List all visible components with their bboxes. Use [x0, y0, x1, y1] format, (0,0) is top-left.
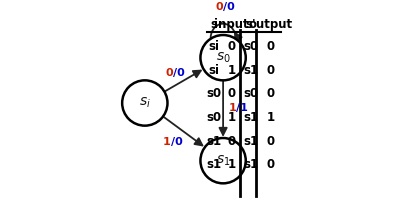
Text: 1: 1	[266, 111, 275, 124]
Text: si: si	[208, 63, 220, 77]
Text: s1: s1	[206, 158, 222, 171]
Text: /0: /0	[173, 68, 184, 78]
Text: s0: s0	[243, 40, 258, 53]
Text: 0: 0	[227, 40, 235, 53]
Text: s0: s0	[243, 87, 258, 100]
Text: 1: 1	[227, 63, 235, 77]
Text: s': s'	[245, 18, 256, 31]
Text: 0: 0	[165, 68, 173, 78]
Text: /0: /0	[223, 2, 235, 12]
Text: s0: s0	[206, 111, 222, 124]
Text: /1: /1	[237, 103, 248, 113]
Text: /0: /0	[171, 137, 182, 147]
Text: s1: s1	[206, 135, 222, 148]
Text: s: s	[210, 18, 217, 31]
Text: s1: s1	[243, 135, 258, 148]
Circle shape	[200, 35, 246, 80]
Text: 0: 0	[227, 135, 235, 148]
Text: 0: 0	[215, 2, 223, 12]
Text: $s_1$: $s_1$	[216, 153, 230, 168]
Text: s1: s1	[243, 111, 258, 124]
Text: 0: 0	[266, 40, 275, 53]
Text: $s_0$: $s_0$	[216, 50, 230, 65]
Text: $s_i$: $s_i$	[139, 96, 151, 110]
Text: 0: 0	[266, 158, 275, 171]
Text: 1: 1	[227, 111, 235, 124]
Text: si: si	[208, 40, 220, 53]
Text: s1: s1	[243, 63, 258, 77]
Circle shape	[200, 138, 246, 183]
Text: s0: s0	[206, 87, 222, 100]
Text: 1: 1	[163, 137, 171, 147]
Text: 0: 0	[266, 87, 275, 100]
Circle shape	[122, 80, 168, 126]
Text: 0: 0	[266, 135, 275, 148]
Text: 0: 0	[227, 87, 235, 100]
Text: 1: 1	[227, 158, 235, 171]
Text: 0: 0	[266, 63, 275, 77]
Text: output: output	[248, 18, 292, 31]
Text: input: input	[214, 18, 249, 31]
Text: s1: s1	[243, 158, 258, 171]
Text: 1: 1	[229, 103, 237, 113]
